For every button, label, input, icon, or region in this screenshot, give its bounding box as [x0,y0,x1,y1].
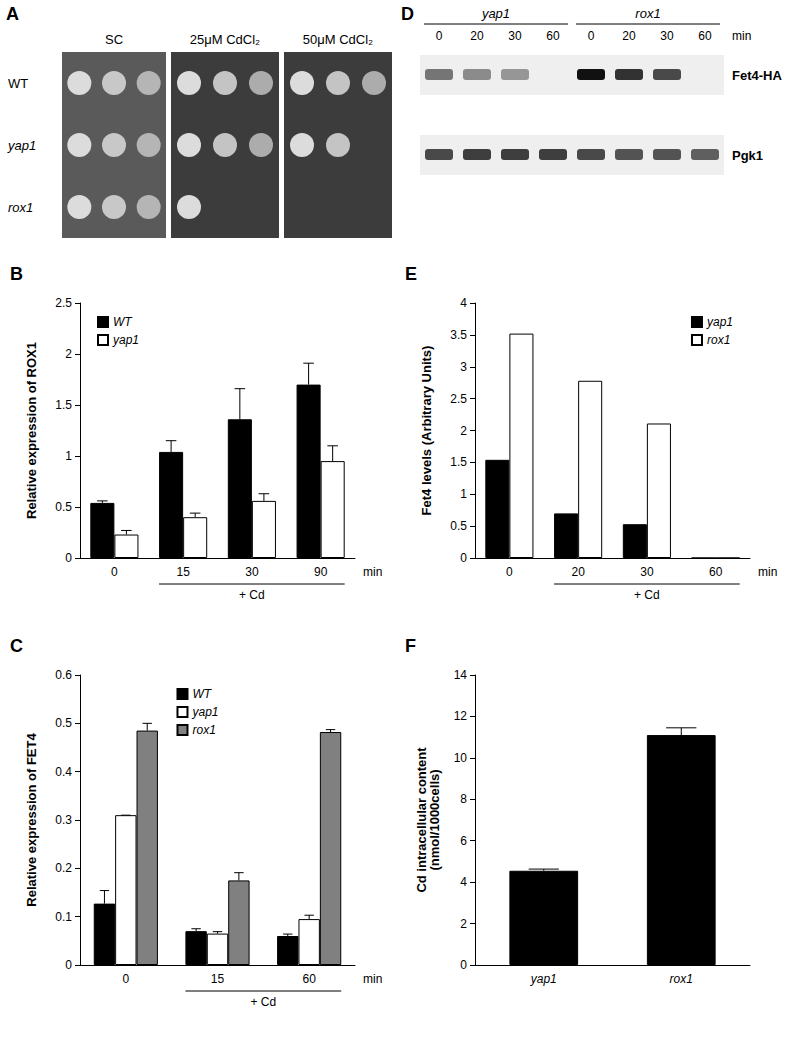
svg-text:Fet4 levels (Arbitrary Units): Fet4 levels (Arbitrary Units) [419,346,434,516]
svg-text:15: 15 [211,972,225,986]
svg-text:SC: SC [105,32,123,47]
svg-text:Relative expression of FET4: Relative expression of FET4 [24,733,39,907]
svg-text:25μM CdCl₂: 25μM CdCl₂ [190,32,260,47]
svg-text:12: 12 [454,709,468,723]
svg-text:yap1: yap1 [7,138,36,153]
svg-text:rox1: rox1 [707,333,730,347]
svg-text:30: 30 [508,29,522,43]
svg-text:yap1: yap1 [530,972,557,986]
svg-text:Pgk1: Pgk1 [732,148,763,163]
svg-text:0: 0 [65,551,72,565]
svg-text:0: 0 [122,972,129,986]
svg-text:yap1: yap1 [706,315,733,329]
svg-text:0.6: 0.6 [55,668,72,682]
svg-text:14: 14 [454,668,468,682]
svg-text:(nmol/1000cells): (nmol/1000cells) [427,769,442,870]
svg-text:WT: WT [192,687,212,701]
svg-text:2.5: 2.5 [450,392,467,406]
svg-text:30: 30 [640,565,654,579]
svg-text:rox1: rox1 [635,6,660,21]
svg-text:6: 6 [460,834,467,848]
svg-text:rox1: rox1 [192,723,215,737]
svg-text:0: 0 [111,565,118,579]
svg-text:20: 20 [571,565,585,579]
svg-text:WT: WT [8,76,28,91]
svg-text:WT: WT [113,315,133,329]
svg-text:0.3: 0.3 [55,813,72,827]
svg-text:E: E [405,264,417,284]
svg-text:0: 0 [436,29,443,43]
svg-text:yap1: yap1 [481,6,510,21]
svg-text:rox1: rox1 [8,200,33,215]
svg-text:0.5: 0.5 [55,500,72,514]
svg-text:D: D [401,4,414,24]
svg-text:0: 0 [460,958,467,972]
svg-text:20: 20 [470,29,484,43]
svg-text:2: 2 [460,917,467,931]
svg-text:0.4: 0.4 [55,765,72,779]
svg-text:+ Cd: + Cd [239,588,265,602]
svg-text:C: C [10,636,23,656]
svg-text:60: 60 [546,29,560,43]
svg-text:0: 0 [588,29,595,43]
svg-text:1: 1 [460,487,467,501]
svg-text:B: B [10,264,23,284]
svg-text:0: 0 [460,551,467,565]
svg-text:8: 8 [460,792,467,806]
svg-text:yap1: yap1 [191,705,218,719]
svg-text:50μM CdCl₂: 50μM CdCl₂ [303,32,373,47]
svg-text:A: A [6,4,19,24]
svg-text:60: 60 [709,565,723,579]
svg-text:0.1: 0.1 [55,910,72,924]
svg-text:3.5: 3.5 [450,328,467,342]
svg-text:15: 15 [176,565,190,579]
svg-text:+ Cd: + Cd [634,588,660,602]
svg-text:3: 3 [460,360,467,374]
svg-text:min: min [758,565,777,579]
svg-text:Relative expression of ROX1: Relative expression of ROX1 [24,342,39,519]
svg-text:+ Cd: + Cd [250,995,276,1009]
svg-text:yap1: yap1 [112,333,139,347]
svg-text:1.5: 1.5 [450,455,467,469]
svg-text:0: 0 [65,958,72,972]
svg-text:min: min [732,29,751,43]
svg-text:30: 30 [245,565,259,579]
svg-text:20: 20 [622,29,636,43]
svg-text:rox1: rox1 [670,972,693,986]
svg-text:min: min [363,972,382,986]
svg-text:0.5: 0.5 [55,716,72,730]
svg-text:1: 1 [65,449,72,463]
svg-text:0: 0 [506,565,513,579]
svg-text:60: 60 [698,29,712,43]
svg-text:2.5: 2.5 [55,296,72,310]
svg-text:0.2: 0.2 [55,861,72,875]
svg-text:1.5: 1.5 [55,398,72,412]
svg-text:Cd intracellular content: Cd intracellular content [414,747,429,893]
svg-text:F: F [405,636,416,656]
svg-text:min: min [363,565,382,579]
svg-text:90: 90 [314,565,328,579]
svg-text:4: 4 [460,875,467,889]
svg-text:0.5: 0.5 [450,519,467,533]
svg-text:2: 2 [65,347,72,361]
svg-text:2: 2 [460,424,467,438]
svg-text:10: 10 [454,751,468,765]
svg-text:60: 60 [302,972,316,986]
svg-text:Fet4-HA: Fet4-HA [732,68,782,83]
svg-text:4: 4 [460,296,467,310]
svg-text:30: 30 [660,29,674,43]
